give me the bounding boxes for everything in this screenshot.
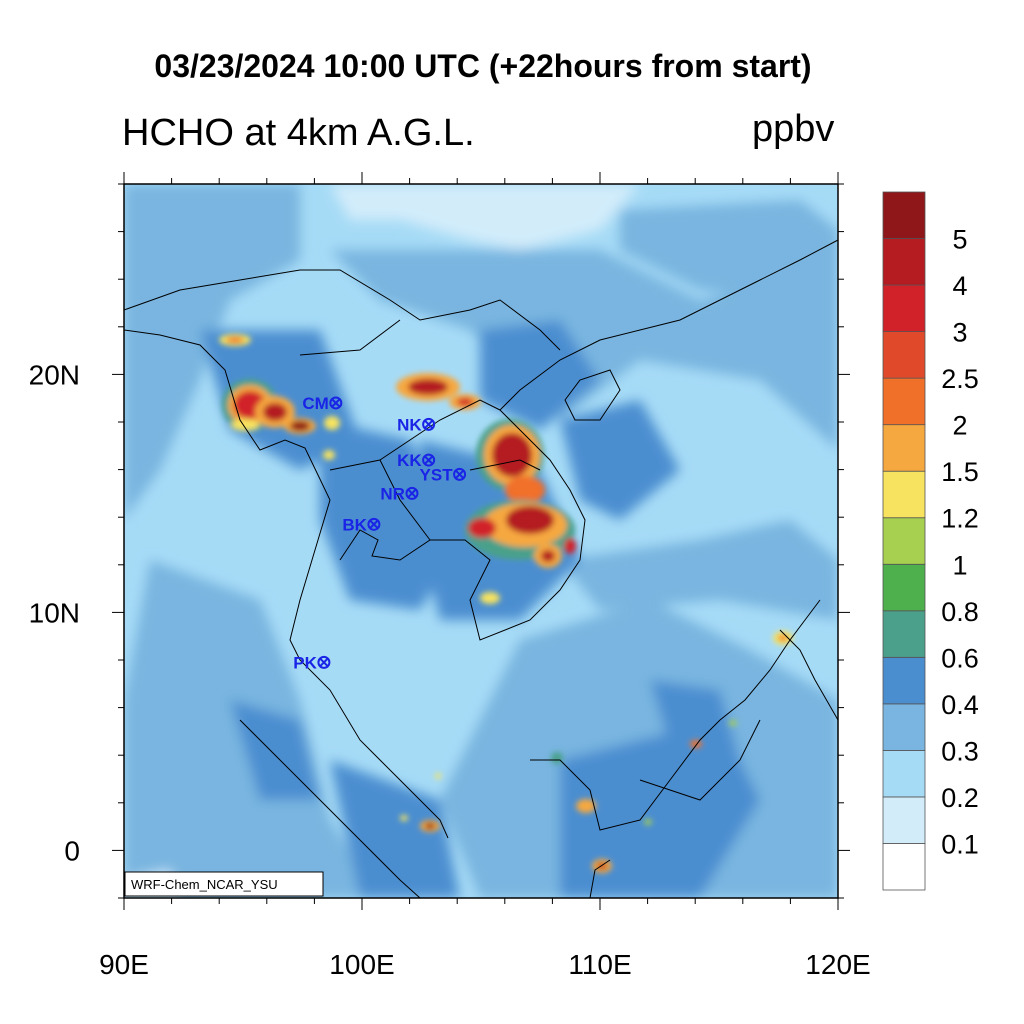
colorbar-swatch: [882, 424, 926, 472]
station-yst: YST: [420, 465, 467, 484]
station-bk: BK: [342, 515, 381, 534]
x-tick-label: 90E: [99, 949, 149, 980]
variable-subtitle: HCHO at 4km A.G.L.: [122, 112, 475, 154]
station-label: CM: [302, 394, 328, 413]
colorbar-label: 1: [952, 550, 967, 580]
station-cross: [331, 398, 341, 408]
colorbar-swatch: [882, 656, 926, 705]
colorbar-label: 4: [952, 271, 967, 301]
colorbar-label: 1.5: [941, 457, 979, 487]
colorbar-swatch: [882, 470, 926, 519]
colorbar-swatch: [882, 610, 926, 658]
station-cross: [319, 657, 329, 667]
colorbar-swatch: [882, 377, 926, 426]
colorbar-swatch: [882, 563, 926, 612]
x-tick-label: 110E: [568, 949, 631, 980]
colorbar-label: 1.2: [941, 504, 979, 534]
station-cm: CM: [302, 394, 343, 413]
colorbar-label: 2: [952, 411, 967, 441]
map-title: 03/23/2024 10:00 UTC (+22hours from star…: [154, 48, 812, 84]
station-marker: [453, 467, 467, 481]
colorbar-swatch: [882, 703, 926, 751]
colorbar-swatch: [882, 843, 926, 891]
station-marker: [422, 417, 436, 431]
colorbar-label: 5: [952, 225, 967, 255]
colorbar-label: 0.6: [941, 643, 979, 673]
model-label: WRF-Chem_NCAR_YSU: [131, 877, 278, 892]
station-marker: [405, 486, 419, 500]
colorbar-label: 3: [952, 318, 967, 348]
coastlines: [124, 239, 838, 898]
colorbar-label: 2.5: [941, 364, 979, 394]
y-tick-label: 10N: [29, 597, 80, 628]
colorbar-label: 0.8: [941, 597, 979, 627]
colorbar-label: 0.1: [941, 829, 979, 859]
station-label: PK: [293, 653, 317, 672]
y-tick-label: 20N: [29, 359, 80, 390]
station-label: NR: [380, 484, 405, 503]
colorbar-swatch: [882, 750, 926, 798]
hotspots: [219, 334, 793, 873]
y-tick-label: 0: [64, 835, 80, 866]
station-marker: [422, 453, 436, 467]
colorbar-swatch: [882, 517, 926, 565]
axis-tick-labels: 90E 100E 110E 120E 20N 10N 0: [29, 359, 871, 980]
station-label: BK: [342, 515, 367, 534]
station-cross: [407, 488, 417, 498]
station-cross: [424, 455, 434, 465]
station-cross: [455, 469, 465, 479]
colorbar-swatch: [882, 238, 926, 286]
station-label: NK: [397, 415, 422, 434]
station-marker: [367, 517, 381, 531]
colorbar-label: 0.2: [941, 783, 979, 813]
station-nr: NR: [380, 484, 419, 503]
station-cross: [369, 519, 379, 529]
model-label-box: WRF-Chem_NCAR_YSU: [124, 871, 324, 897]
map-frame: [123, 183, 839, 899]
station-marker: [317, 655, 331, 669]
station-label: YST: [420, 465, 454, 484]
colorbar-swatch: [882, 331, 926, 379]
station-nk: NK: [397, 415, 436, 434]
station-marker: [329, 396, 343, 410]
colorbar-swatch: [882, 796, 926, 844]
units-subtitle: ppbv: [752, 108, 835, 150]
colorbar-swatch: [882, 191, 926, 239]
axis-ticks: [112, 172, 850, 910]
station-kk: KK: [397, 451, 436, 470]
hcho-field: [124, 184, 838, 898]
x-tick-label: 100E: [329, 949, 394, 980]
station-label: KK: [397, 451, 422, 470]
colorbar-label: 0.3: [941, 736, 979, 766]
colorbar: 0.1 0.2 0.3 0.4 0.6 0.8 1 1.2 1.5 2 2.5 3 4 5: [882, 191, 979, 891]
station-cross: [424, 419, 434, 429]
x-tick-label: 120E: [805, 949, 870, 980]
station-pk: PK: [293, 653, 331, 672]
colorbar-swatch: [882, 284, 926, 333]
colorbar-label: 0.4: [941, 690, 979, 720]
